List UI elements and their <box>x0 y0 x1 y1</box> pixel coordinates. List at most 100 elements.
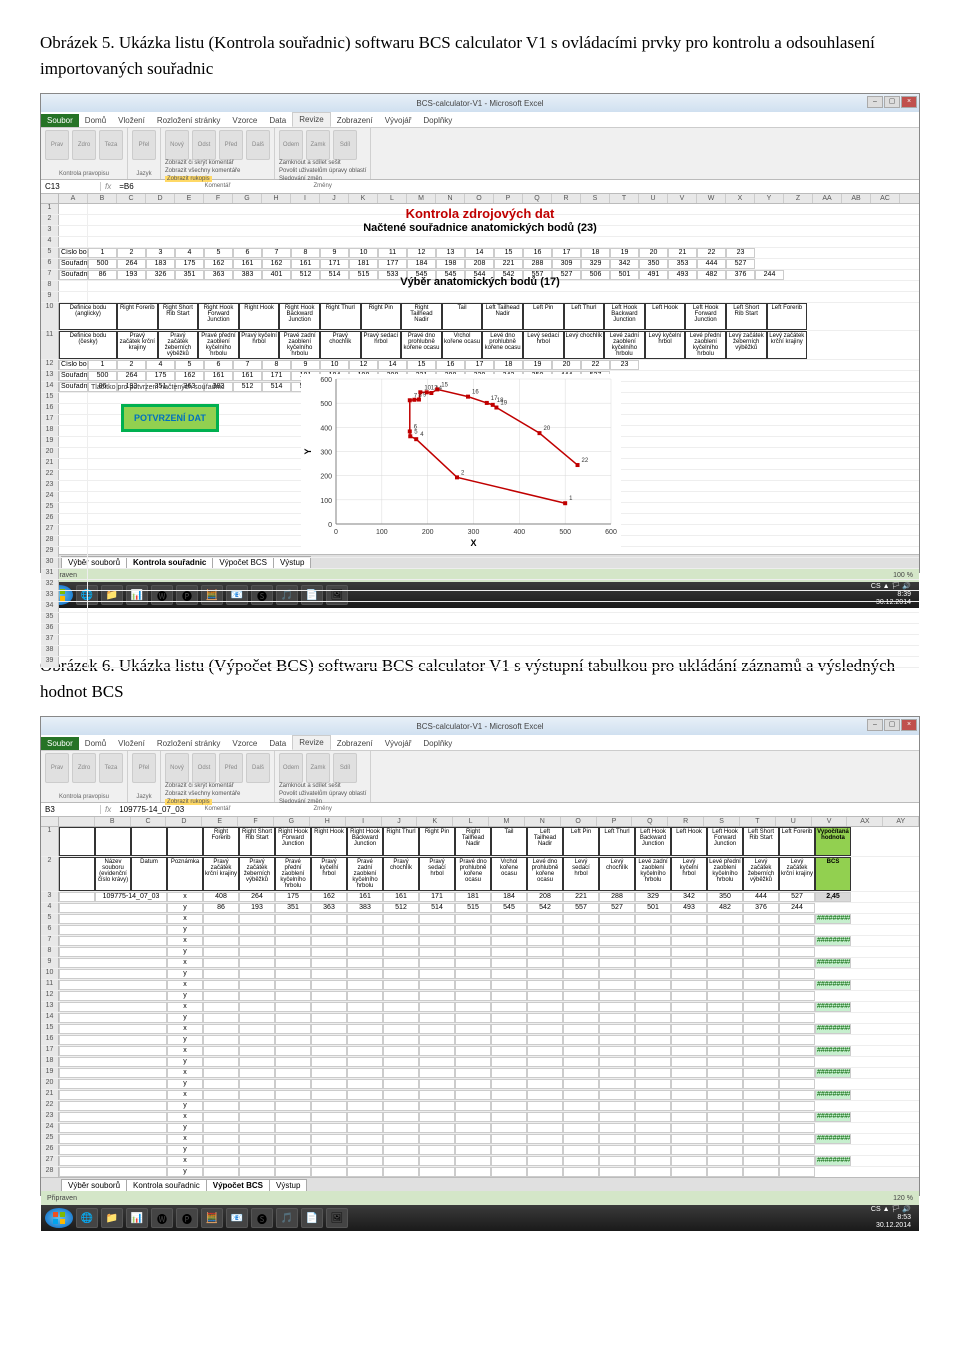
taskbar-icon[interactable]: 🖼 <box>326 1208 348 1228</box>
col-header[interactable]: J <box>320 194 349 203</box>
cell[interactable]: 193 <box>117 270 146 280</box>
col-header[interactable]: L <box>453 817 489 826</box>
start-button[interactable] <box>45 1208 73 1228</box>
cell[interactable] <box>59 602 88 612</box>
cell[interactable]: Souřadnice Y <box>59 382 88 392</box>
close-button[interactable]: × <box>901 719 917 731</box>
cell[interactable] <box>59 437 88 447</box>
cell[interactable]: 22 <box>581 360 610 370</box>
cell[interactable]: 18 <box>494 360 523 370</box>
cell[interactable]: 1 <box>88 360 117 370</box>
cell[interactable]: 181 <box>349 259 378 269</box>
maximize-button[interactable]: ▢ <box>884 719 900 731</box>
col-header[interactable]: K <box>349 194 378 203</box>
cell[interactable]: 2 <box>117 360 146 370</box>
cell[interactable] <box>59 591 88 601</box>
cell[interactable]: 351 <box>175 270 204 280</box>
cell[interactable]: 342 <box>610 259 639 269</box>
zoom-level[interactable]: 120 % <box>893 1195 913 1202</box>
cell[interactable]: 514 <box>320 270 349 280</box>
cell[interactable] <box>59 503 88 513</box>
ribbon-tab-rozložení stránky[interactable]: Rozložení stránky <box>151 737 227 750</box>
cell[interactable]: 4 <box>146 360 175 370</box>
col-header[interactable]: AB <box>842 194 871 203</box>
cell[interactable]: 264 <box>117 371 146 381</box>
col-header[interactable]: K <box>417 817 453 826</box>
ribbon-button[interactable]: Přel <box>132 130 156 160</box>
cell[interactable] <box>59 393 88 403</box>
ribbon-button[interactable]: Prav <box>45 753 69 783</box>
cell[interactable]: 23 <box>726 248 755 258</box>
ribbon-tab-vývojář[interactable]: Vývojář <box>379 737 418 750</box>
ribbon-tab-doplňky[interactable]: Doplňky <box>417 737 458 750</box>
cell[interactable] <box>59 547 88 557</box>
cell[interactable] <box>59 569 88 579</box>
cell[interactable]: 444 <box>697 259 726 269</box>
cell[interactable]: 23 <box>610 360 639 370</box>
col-header[interactable]: I <box>346 817 382 826</box>
ribbon-tab-vzorce[interactable]: Vzorce <box>226 114 263 127</box>
col-header[interactable]: E <box>175 194 204 203</box>
ribbon-button[interactable]: Odst <box>192 753 216 783</box>
ribbon-tab-vložení[interactable]: Vložení <box>112 114 151 127</box>
cell[interactable] <box>59 415 88 425</box>
ribbon-button[interactable]: Nový <box>165 130 189 160</box>
cell[interactable]: 198 <box>436 259 465 269</box>
cell[interactable]: 208 <box>465 259 494 269</box>
ribbon-button[interactable]: Dalš <box>246 753 270 783</box>
cell[interactable]: 500 <box>88 259 117 269</box>
col-header[interactable]: C <box>117 194 146 203</box>
ribbon-tab-data[interactable]: Data <box>263 114 292 127</box>
cell[interactable]: 527 <box>726 259 755 269</box>
cell[interactable] <box>59 635 88 645</box>
col-header[interactable]: O <box>561 817 597 826</box>
formula-content[interactable]: =B6 <box>115 182 137 191</box>
cell[interactable]: 309 <box>552 259 581 269</box>
cell[interactable]: Souřadnice X <box>59 371 88 381</box>
cell[interactable] <box>59 459 88 469</box>
ribbon-button[interactable]: Před <box>219 130 243 160</box>
cell[interactable] <box>59 292 88 302</box>
cell[interactable] <box>59 492 88 502</box>
cell[interactable]: 7 <box>262 248 291 258</box>
cell[interactable] <box>59 624 88 634</box>
col-header[interactable]: C <box>131 817 167 826</box>
minimize-button[interactable]: – <box>867 96 883 108</box>
col-header[interactable]: N <box>436 194 465 203</box>
col-header[interactable]: V <box>668 194 697 203</box>
ribbon-button[interactable]: Odst <box>192 130 216 160</box>
cell[interactable] <box>59 237 88 247</box>
col-header[interactable]: L <box>378 194 407 203</box>
cell[interactable]: 512 <box>291 270 320 280</box>
ribbon-button[interactable]: Teza <box>99 753 123 783</box>
col-header[interactable]: D <box>146 194 175 203</box>
col-header[interactable]: S <box>704 817 740 826</box>
col-header[interactable]: AC <box>871 194 900 203</box>
cell[interactable]: 8 <box>291 248 320 258</box>
col-header[interactable]: G <box>274 817 310 826</box>
cell[interactable]: 86 <box>88 270 117 280</box>
ribbon-tab-vzorce[interactable]: Vzorce <box>226 737 263 750</box>
cell[interactable]: 6 <box>204 360 233 370</box>
cell[interactable]: 175 <box>175 259 204 269</box>
col-header[interactable]: P <box>597 817 633 826</box>
col-header[interactable]: Q <box>632 817 668 826</box>
cell[interactable]: 16 <box>523 248 552 258</box>
ribbon-tab-soubor[interactable]: Soubor <box>41 737 79 750</box>
cell[interactable]: 501 <box>610 270 639 280</box>
cell[interactable]: 2 <box>117 248 146 258</box>
cell[interactable]: 244 <box>755 270 784 280</box>
col-header[interactable]: D <box>166 817 202 826</box>
cell[interactable]: 17 <box>465 360 494 370</box>
cell[interactable]: 162 <box>204 259 233 269</box>
ribbon-button[interactable]: Nový <box>165 753 189 783</box>
ribbon-tab-vložení[interactable]: Vložení <box>112 737 151 750</box>
cell[interactable]: 171 <box>320 259 349 269</box>
cell[interactable]: 515 <box>349 270 378 280</box>
sheet-tab[interactable]: Výpočet BCS <box>206 1179 270 1191</box>
cell[interactable]: 9 <box>291 360 320 370</box>
ribbon-tab-domů[interactable]: Domů <box>79 737 112 750</box>
cell[interactable]: 19 <box>523 360 552 370</box>
cell[interactable]: 175 <box>146 371 175 381</box>
sheet-tab[interactable]: Výběr souborů <box>61 1179 127 1191</box>
